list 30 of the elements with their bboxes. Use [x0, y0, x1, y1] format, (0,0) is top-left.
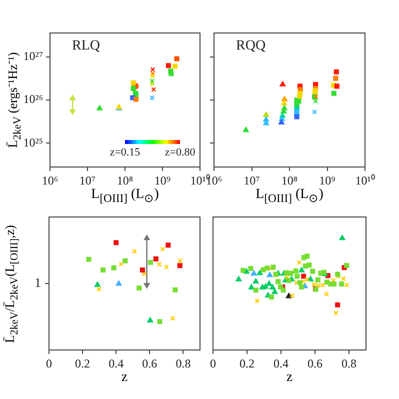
y-tick-label: 10²⁶	[23, 92, 43, 106]
x-tick-label: 10⁷	[244, 173, 260, 188]
annotation: RQQ	[236, 38, 266, 54]
x-axis-title: L$_{[OIII]}$ (L$_{⊙}$)	[90, 187, 160, 205]
x-tick-label: 0.2	[240, 356, 254, 370]
x-tick-label: 10⁷	[79, 173, 96, 188]
y-tick-label: 10²⁷	[23, 49, 43, 64]
x-tick-label: 0.8	[176, 356, 191, 370]
x-axis-title: z	[285, 370, 294, 386]
x-tick-label: 10¹⁰	[355, 173, 375, 188]
x-tick-label: 0.6	[308, 356, 322, 370]
x-tick-label: 10⁸	[281, 173, 298, 188]
x-tick-label: 0.2	[75, 356, 90, 370]
annotation: z=0.80	[164, 146, 196, 159]
annotation: RLQ	[72, 38, 100, 54]
x-tick-label: 0	[46, 356, 52, 370]
x-tick-label: 0.4	[108, 356, 124, 370]
y-tick-label: 10²⁵	[23, 135, 43, 150]
text: 1	[34, 274, 41, 290]
x-tick-label: 10⁹	[319, 173, 336, 188]
annotation: z=0.15	[110, 146, 141, 159]
x-axis-title: z	[120, 370, 129, 386]
x-tick-label: 10⁶	[42, 173, 58, 188]
x-tick-label: 10⁹	[154, 173, 171, 188]
x-tick-label: 0.6	[142, 356, 158, 370]
x-tick-label: 0.4	[274, 356, 288, 370]
x-tick-label: 0.8	[342, 356, 356, 370]
x-axis-title: L$_{[OIII]}$ (L$_{⊙}$)	[254, 187, 324, 205]
x-tick-label: 0	[210, 356, 216, 370]
x-tick-label: 10⁸	[116, 173, 134, 188]
